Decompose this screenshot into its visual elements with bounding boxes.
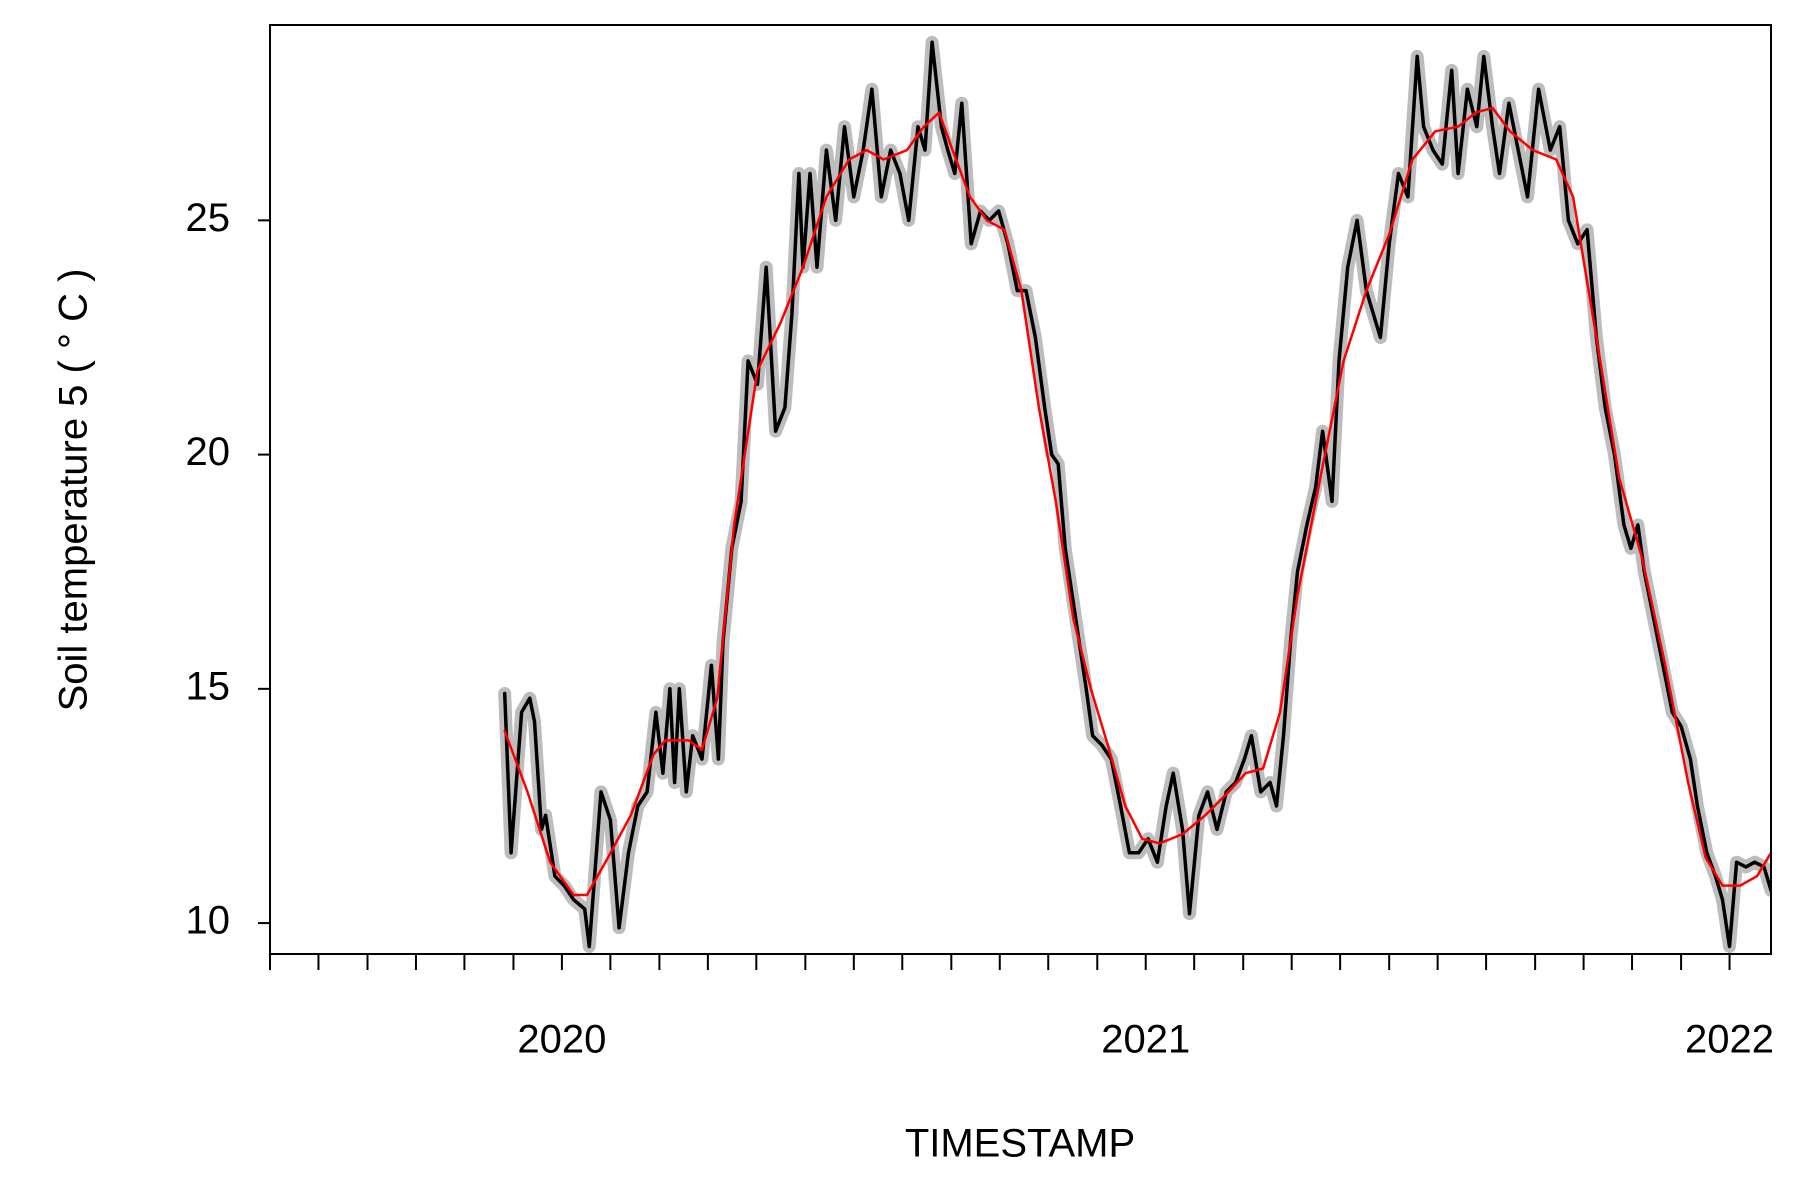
- line-halo: [498, 35, 1771, 953]
- y-tick-label: 20: [186, 430, 231, 474]
- y-tick-label: 25: [186, 196, 231, 240]
- y-tick-label: 15: [186, 664, 231, 708]
- plot-frame: [269, 24, 1772, 955]
- line: [503, 106, 1771, 897]
- x-axis-title: TIMESTAMP: [905, 1122, 1135, 1166]
- y-tick-label: 10: [186, 899, 231, 943]
- x-tick-label: 2020: [517, 1018, 606, 1062]
- x-tick-label: 2021: [1101, 1018, 1190, 1062]
- x-tick-label: 2022: [1685, 1018, 1774, 1062]
- line: [502, 40, 1771, 949]
- y-axis-title: Soil temperature 5 ( ° C ): [52, 269, 96, 712]
